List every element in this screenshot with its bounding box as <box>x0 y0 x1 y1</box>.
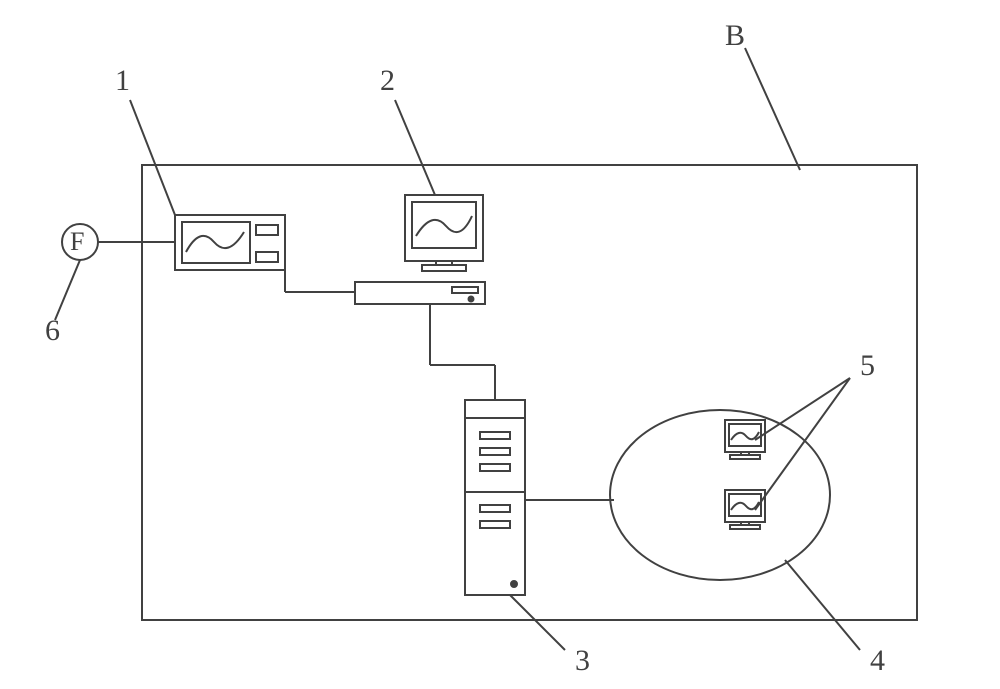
label-L6: 6 <box>45 314 60 347</box>
label-L4: 4 <box>870 644 885 677</box>
label-L5: 5 <box>860 349 875 382</box>
label-F: F <box>70 227 84 256</box>
label-B: B <box>725 19 745 52</box>
label-L1: 1 <box>115 64 130 97</box>
label-L2: 2 <box>380 64 395 97</box>
label-L3: 3 <box>575 644 590 677</box>
